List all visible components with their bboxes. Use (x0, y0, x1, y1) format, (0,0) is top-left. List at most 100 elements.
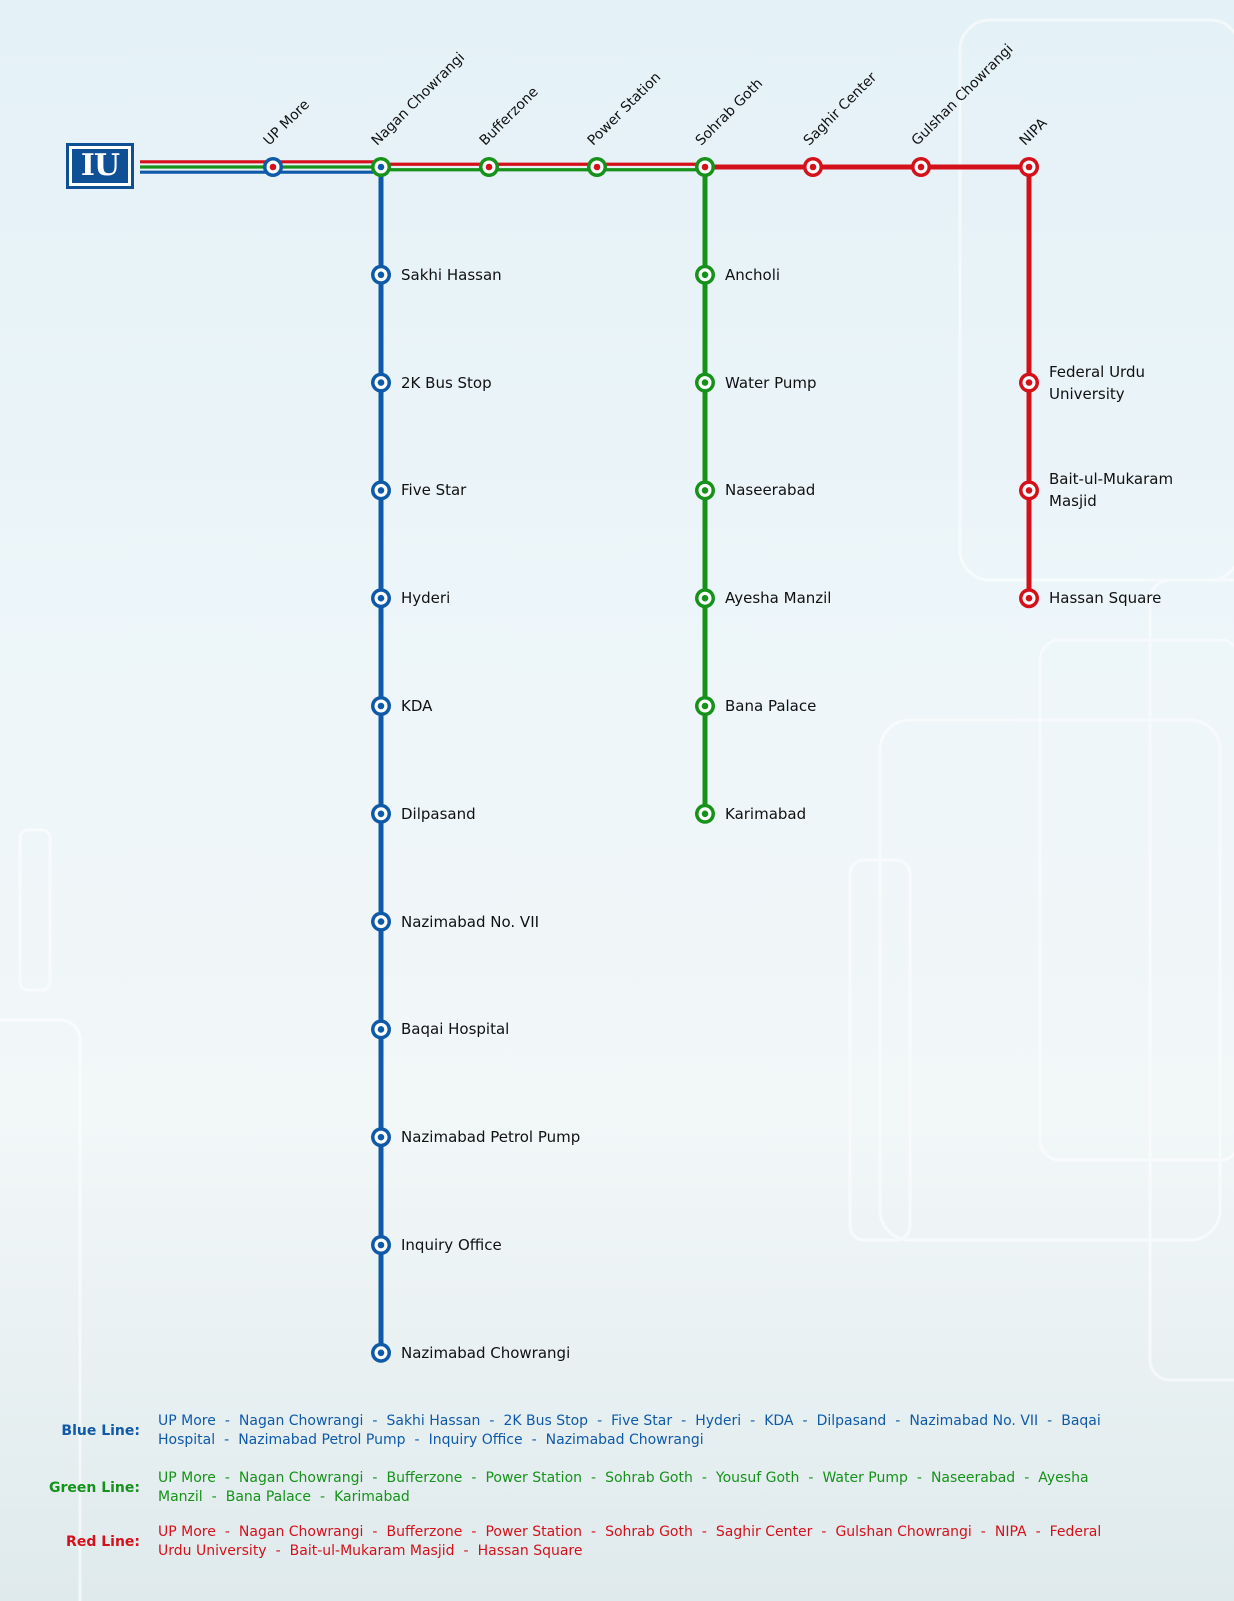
station-nipa-dot (1025, 163, 1033, 171)
legend-label: Red Line: (66, 1534, 140, 1550)
legend-stops: UP More - Nagan Chowrangi - Sakhi Hassan -2K … (158, 1412, 1118, 1450)
legend-separator: - (802, 1413, 808, 1429)
station-bait-ul-mukaram-masjid (1019, 480, 1039, 501)
station-hyderi-dot (377, 594, 385, 602)
station-nazimabad-petrol-pump-dot (377, 1133, 385, 1141)
legend-stop: Sohrab Goth (605, 1524, 693, 1540)
iu-logo-text: IU (72, 149, 128, 183)
station-label-bait-ul-mukaram-masjid: Bait-ul-Mukaram Masjid (1049, 470, 1174, 511)
station-label-2k-bus-stop: 2K Bus Stop (401, 373, 492, 392)
station-water-pump-dot (701, 379, 709, 386)
legend-separator: - (471, 1470, 477, 1486)
legend-stops: UP More - Nagan Chowrangi - Bufferzone - Power… (158, 1469, 1118, 1507)
station-up-more-dot (269, 163, 277, 171)
station-bufferzone-dot (485, 163, 493, 171)
legend-stop: Power Station (485, 1524, 583, 1540)
station-nazimabad-no-vii (371, 911, 391, 932)
legend-stop: Power Station (485, 1470, 583, 1486)
legend-stop: Nazimabad Chowrangi (545, 1432, 704, 1448)
legend-stop: UP More (158, 1524, 216, 1540)
iu-logo: IU (66, 143, 134, 189)
station-2k-bus-stop-dot (377, 379, 385, 386)
route-lines (140, 160, 1032, 1353)
station-inquiry-office-dot (377, 1241, 385, 1249)
station-bufferzone (479, 157, 499, 177)
legend-separator: - (701, 1470, 707, 1486)
legend-stop: Sakhi Hassan (386, 1413, 481, 1429)
legend-stop: Ayesha Manzil (158, 1470, 1089, 1505)
legend-separator: - (224, 1470, 230, 1486)
station-2k-bus-stop (371, 372, 391, 393)
legend-separator: - (597, 1413, 603, 1429)
legend-separator: - (591, 1470, 597, 1486)
station-dilpasand-dot (377, 810, 385, 818)
station-water-pump (695, 372, 715, 393)
legend-stop: Inquiry Office (428, 1432, 523, 1448)
station-label-federal-urdu-university: Federal Urdu University (1049, 362, 1145, 403)
legend-separator: - (531, 1432, 537, 1448)
station-label-sakhi-hassan: Sakhi Hassan (401, 265, 502, 284)
legend-stops: UP More - Nagan Chowrangi - Bufferzone - Power… (158, 1523, 1118, 1561)
legend-separator: - (750, 1413, 756, 1429)
station-label-nazimabad-petrol-pump: Nazimabad Petrol Pump (401, 1128, 581, 1147)
legend-stop: UP More (158, 1470, 216, 1486)
legend-stop: KDA (764, 1413, 794, 1429)
station-hassan-square-dot (1025, 594, 1033, 602)
legend-stop: Baqai Hospital (158, 1413, 1101, 1448)
legend-separator: - (471, 1524, 477, 1540)
station-baqai-hospital (371, 1019, 391, 1040)
legend-stop: Bait-ul-Mukaram Masjid (289, 1543, 455, 1559)
station-sakhi-hassan (371, 264, 391, 285)
legend-stop: Nazimabad No. VII (909, 1413, 1039, 1429)
legend-separator: - (372, 1413, 378, 1429)
station-label-karimabad: Karimabad (725, 804, 807, 823)
legend-separator: - (1035, 1524, 1041, 1540)
station-ancholi-dot (701, 271, 709, 279)
station-up-more (263, 157, 283, 177)
station-label-nazimabad-chowrangi: Nazimabad Chowrangi (401, 1343, 571, 1362)
station-saghir-center (803, 157, 823, 177)
legend-separator: - (211, 1489, 217, 1505)
station-five-star (371, 480, 391, 501)
legend-stop: Bufferzone (386, 1470, 463, 1486)
background-decor (0, 18, 1234, 1601)
station-saghir-center-dot (809, 163, 817, 171)
station-label-ancholi: Ancholi (725, 265, 781, 284)
station-nipa (1019, 157, 1039, 177)
station-label-kda: KDA (401, 697, 433, 715)
legend-stop: Hyderi (695, 1413, 742, 1429)
legend-label: Green Line: (48, 1480, 140, 1496)
legend-stop: Hassan Square (477, 1543, 583, 1559)
station-sohrab-goth-dot (701, 163, 709, 171)
legend-stop: NIPA (994, 1524, 1027, 1540)
legend-separator: - (808, 1470, 814, 1486)
station-kda (371, 696, 391, 716)
legend-separator: - (895, 1413, 901, 1429)
station-naseerabad (695, 480, 715, 501)
station-label-bana-palace: Bana Palace (725, 697, 817, 715)
legend-stop: Water Pump (822, 1470, 908, 1486)
legend-separator: - (821, 1524, 827, 1540)
legend-stop: Bana Palace (225, 1489, 311, 1505)
legend-stop: Yousuf Goth (715, 1470, 800, 1486)
legend-separator: - (681, 1413, 687, 1429)
station-nagan-chowrangi-dot (377, 163, 385, 171)
station-bana-palace (695, 696, 715, 716)
station-baqai-hospital-dot (377, 1026, 385, 1033)
legend-separator: - (224, 1432, 230, 1448)
station-bana-palace-dot (701, 702, 709, 710)
station-sakhi-hassan-dot (377, 271, 385, 279)
legend-stop: Nazimabad Petrol Pump (238, 1432, 406, 1448)
station-label-hyderi: Hyderi (401, 589, 451, 608)
station-karimabad-dot (701, 810, 709, 818)
station-label-ayesha-manzil: Ayesha Manzil (725, 589, 832, 608)
legend-separator: - (320, 1489, 326, 1505)
station-ancholi (695, 264, 715, 285)
legend-stop: Saghir Center (715, 1524, 813, 1540)
legend-separator: - (224, 1413, 230, 1429)
legend-stop: Nagan Chowrangi (238, 1413, 364, 1429)
station-nazimabad-chowrangi-dot (377, 1349, 385, 1357)
legend-separator: - (489, 1413, 495, 1429)
legend-separator: - (372, 1524, 378, 1540)
